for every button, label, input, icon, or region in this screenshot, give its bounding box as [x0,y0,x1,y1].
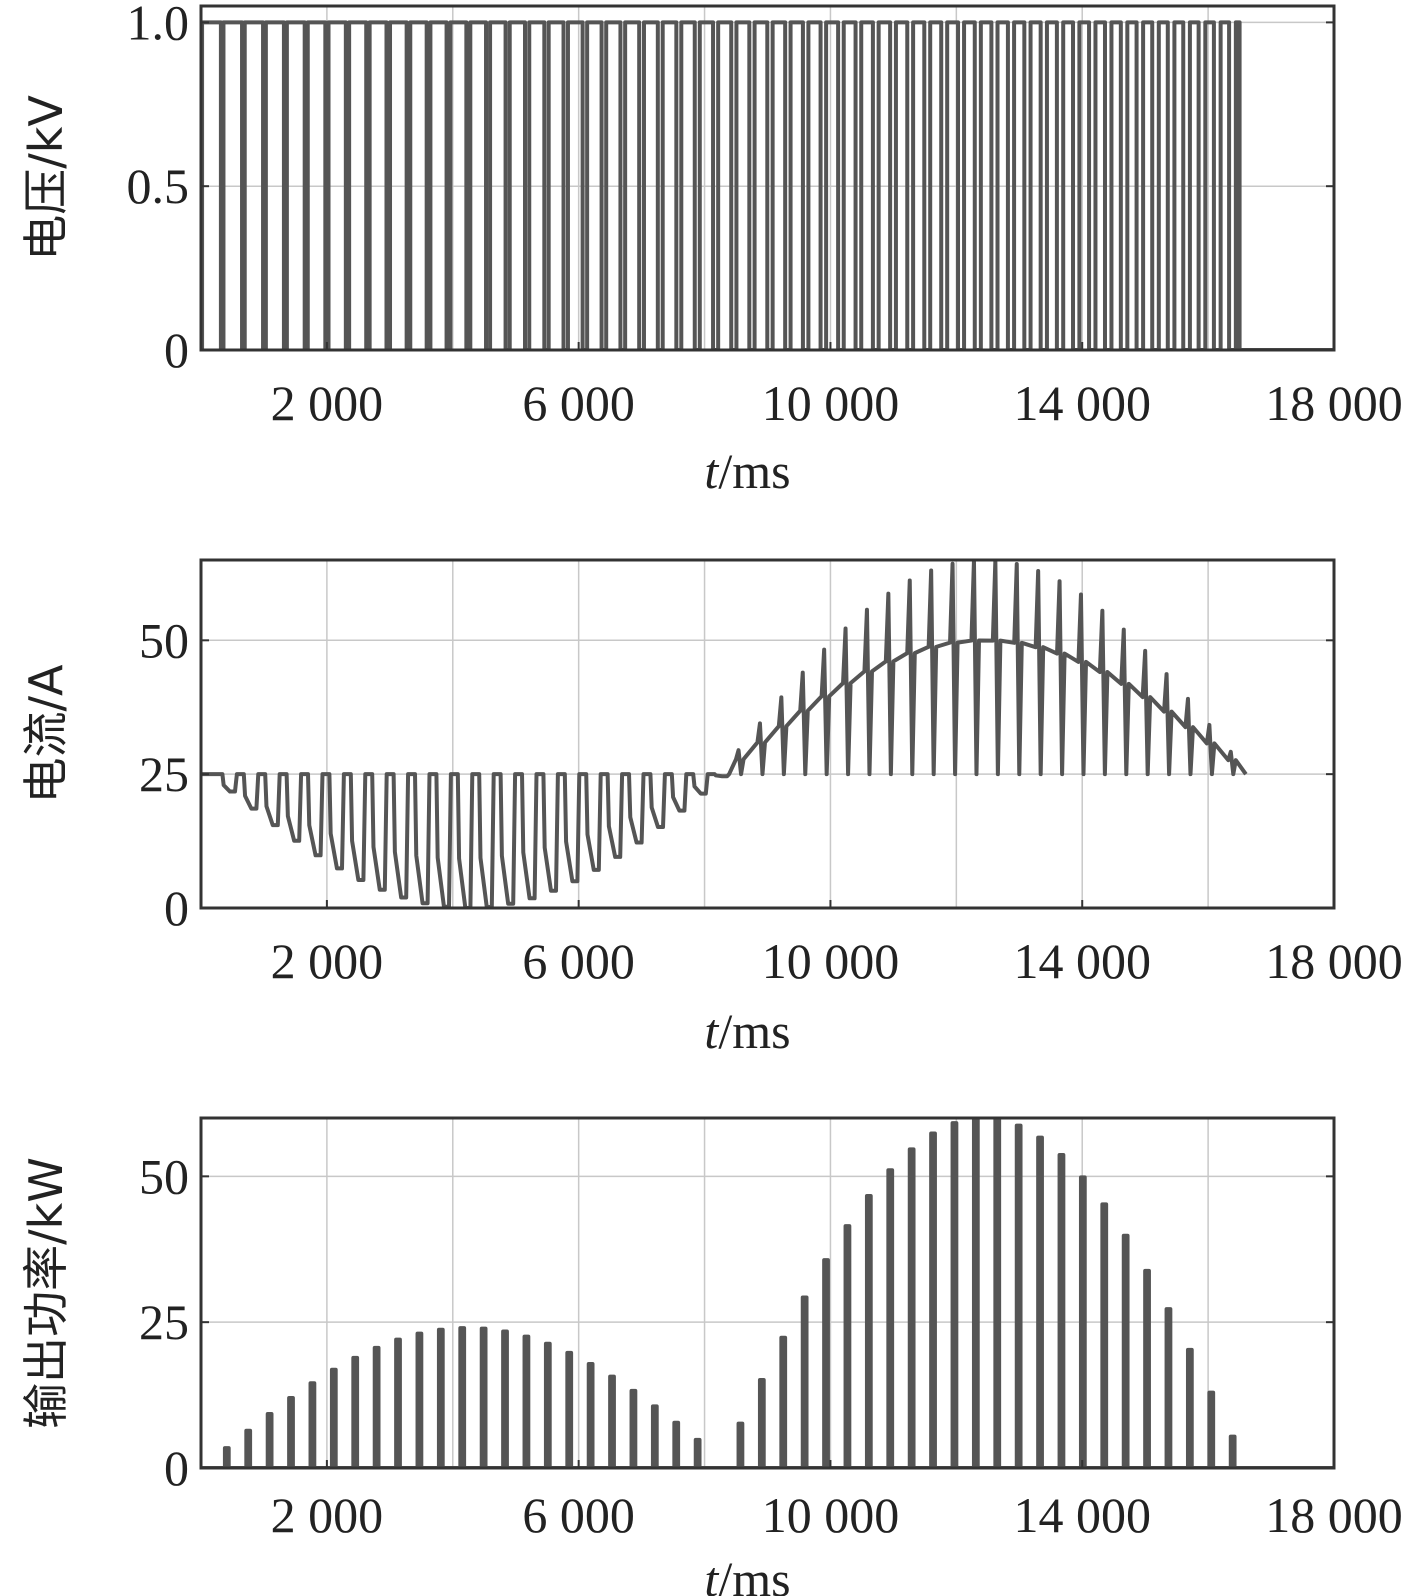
y-tick-label: 0 [164,322,189,378]
power-panel: 2 000 6 000 10 000 14 000 18 000 0 25 50 t/ms 输出功… [19,1116,1403,1596]
x-tick-label: 14 000 [1013,375,1151,431]
x-tick-label: 18 000 [1265,1487,1403,1543]
x-tick-label: 10 000 [762,933,900,989]
x-tick-label: 10 000 [762,1487,900,1543]
x-axis-title: t/ms [704,443,790,499]
series-line [201,560,1248,908]
x-tick-label: 2 000 [271,1487,384,1543]
x-tick-label: 6 000 [522,933,635,989]
y-tick-label: 1.0 [127,0,190,50]
plot-frame [199,1116,1336,1470]
y-tick-label: 25 [139,746,189,802]
series-line [201,20,1334,350]
x-tick-label: 2 000 [271,933,384,989]
y-tick-label: 0 [164,1440,189,1496]
x-tick-label: 14 000 [1013,1487,1151,1543]
current-panel: 2 000 6 000 10 000 14 000 18 000 0 25 50 t/ms 电流/… [19,558,1403,1059]
plot-frame [199,4,1336,352]
x-axis-title: t/ms [704,1551,790,1596]
x-tick-label: 10 000 [762,375,900,431]
x-tick-label: 6 000 [522,1487,635,1543]
plot-frame [199,558,1336,910]
y-tick-label: 50 [139,1148,189,1204]
y-tick-label: 0 [164,880,189,936]
y-axis-title: 电流/A [19,664,73,803]
y-axis-title: 输出功率/kW [19,1157,73,1429]
x-tick-label: 2 000 [271,375,384,431]
x-tick-label: 6 000 [522,375,635,431]
series-line [201,1118,1334,1468]
y-tick-label: 0.5 [127,158,190,214]
x-tick-label: 14 000 [1013,933,1151,989]
x-axis-title: t/ms [704,1003,790,1059]
y-axis-title: 电压/kV [19,95,73,261]
voltage-panel: 2 000 6 000 10 000 14 000 18 000 0 0.5 1.0 t/ms 电… [19,0,1403,499]
x-tick-label: 18 000 [1265,933,1403,989]
y-tick-label: 25 [139,1294,189,1350]
y-tick-label: 50 [139,612,189,668]
x-tick-label: 18 000 [1265,375,1403,431]
